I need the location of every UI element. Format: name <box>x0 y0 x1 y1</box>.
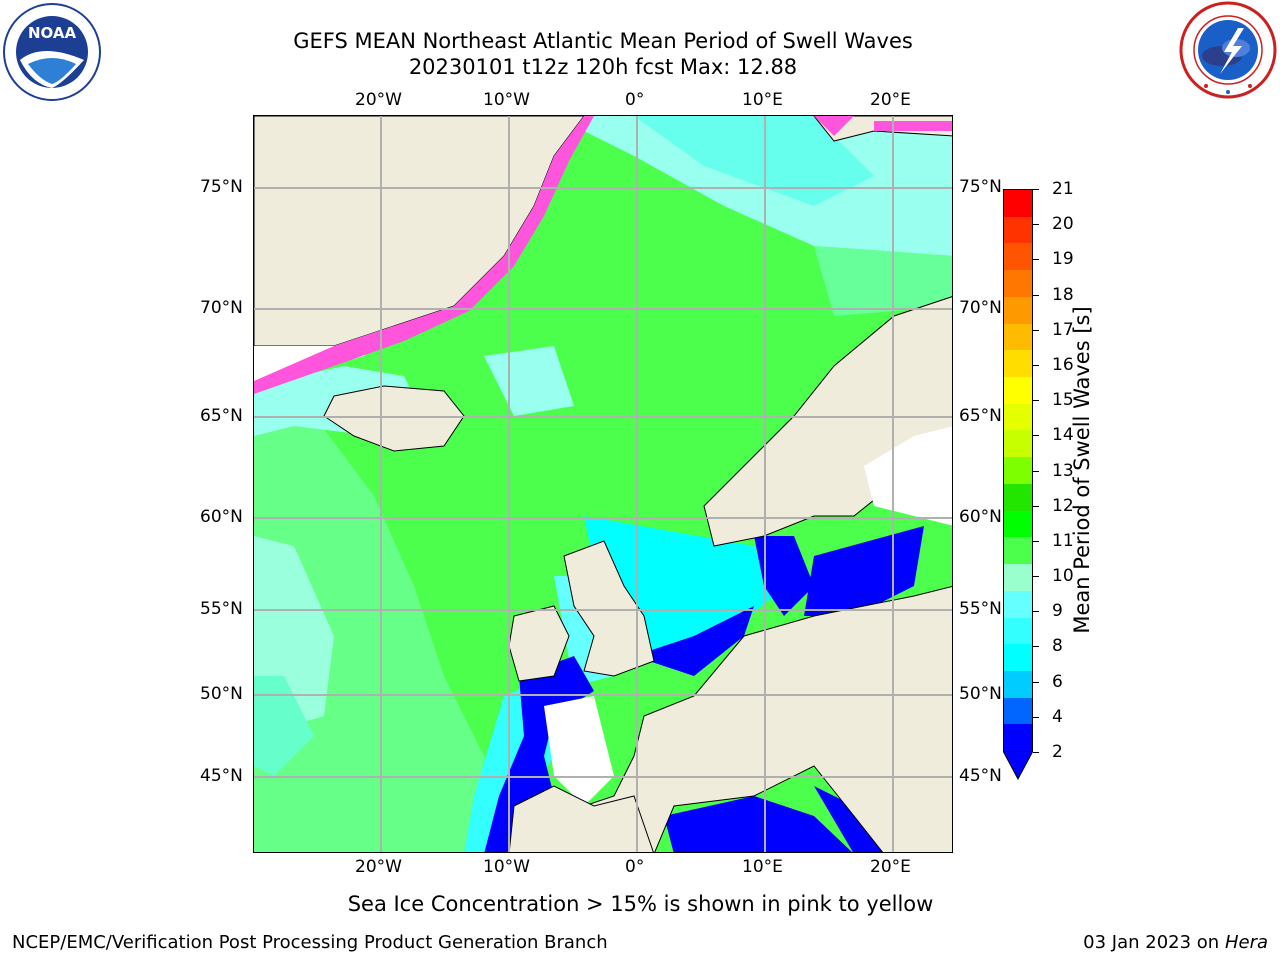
left-lat-label: 75°N <box>200 177 243 197</box>
colorbar-tick-label: 2 <box>1052 742 1063 762</box>
right-lat-label: 65°N <box>959 406 1002 426</box>
colorbar-tick-label: 20 <box>1052 214 1074 235</box>
colorbar-swatch <box>1004 270 1032 297</box>
colorbar-extend-arrow <box>1002 750 1034 781</box>
right-lat-label: 50°N <box>959 684 1002 704</box>
footer-date: 03 Jan 2023 on Hera <box>1083 932 1268 954</box>
colorbar-tick-label: 14 <box>1052 425 1074 446</box>
colorbar-tick-label: 10 <box>1052 566 1074 587</box>
colorbar <box>1003 189 1033 752</box>
colorbar-tick-mark <box>1033 470 1039 472</box>
bottom-lon-label: 20°W <box>355 857 402 877</box>
colorbar-tick-label: 19 <box>1052 249 1074 270</box>
colorbar-tick-label: 15 <box>1052 390 1074 411</box>
left-lat-label: 45°N <box>200 766 243 786</box>
right-lat-label: 75°N <box>959 177 1002 197</box>
colorbar-tick-label: 13 <box>1052 460 1074 481</box>
colorbar-swatch <box>1004 724 1032 752</box>
left-lat-label: 65°N <box>200 406 243 426</box>
colorbar-tick-mark <box>1033 364 1039 366</box>
left-lat-label: 50°N <box>200 684 243 704</box>
colorbar-tick-mark <box>1033 400 1039 402</box>
colorbar-swatch <box>1004 403 1032 431</box>
colorbar-swatch <box>1004 564 1032 591</box>
colorbar-tick-label: 12 <box>1052 495 1074 516</box>
bottom-lon-label: 20°E <box>870 857 911 877</box>
colorbar-tick-mark <box>1033 259 1039 261</box>
colorbar-tick-label: 16 <box>1052 354 1074 375</box>
colorbar-tick-label: 11 <box>1052 530 1074 551</box>
top-lon-label: 10°E <box>742 90 783 110</box>
colorbar-tick-mark <box>1033 505 1039 507</box>
left-lat-label: 55°N <box>200 599 243 619</box>
colorbar-swatch <box>1004 644 1032 671</box>
noaa-logo: NOAA <box>2 2 102 102</box>
colorbar-tick-label: 18 <box>1052 284 1074 305</box>
footer-credit: NCEP/EMC/Verification Post Processing Pr… <box>12 932 608 953</box>
nws-logo <box>1176 0 1280 100</box>
footer-date-text: 03 Jan 2023 on <box>1083 932 1225 953</box>
colorbar-tick-mark <box>1033 224 1039 226</box>
colorbar-ticks: 21 20 19 18 17 16 15 14 13 12 11 10 9 8 6 4 2 <box>1033 179 1088 780</box>
page-title: GEFS MEAN Northeast Atlantic Mean Period… <box>293 29 913 53</box>
colorbar-swatch <box>1004 377 1032 404</box>
top-lon-label: 0° <box>625 90 645 110</box>
colorbar-tick-label: 21 <box>1052 179 1074 199</box>
map-panel <box>253 115 953 853</box>
colorbar-swatch <box>1004 323 1032 351</box>
sea-ice-caption: Sea Ice Concentration > 15% is shown in … <box>347 892 934 916</box>
colorbar-swatch <box>1004 483 1032 511</box>
colorbar-swatch <box>1004 430 1032 458</box>
colorbar-tick-label: 6 <box>1052 671 1063 692</box>
right-lat-label: 55°N <box>959 599 1002 619</box>
right-lat-label: 45°N <box>959 766 1002 786</box>
svg-text:NOAA: NOAA <box>28 24 77 42</box>
page-subtitle: 20230101 t12z 120h fcst Max: 12.88 <box>408 55 798 79</box>
left-lat-label: 70°N <box>200 298 243 318</box>
colorbar-swatch <box>1004 537 1032 565</box>
colorbar-swatch <box>1004 190 1032 217</box>
colorbar-label: Mean Period of Swell Waves [s] <box>1070 306 1094 634</box>
colorbar-tick-label: 17 <box>1052 319 1074 340</box>
colorbar-tick-mark <box>1033 576 1039 578</box>
colorbar-swatch <box>1004 510 1032 538</box>
colorbar-tick-mark <box>1033 611 1039 613</box>
bottom-lon-label: 10°W <box>483 857 530 877</box>
colorbar-tick-label: 4 <box>1052 706 1063 727</box>
bottom-lon-label: 0° <box>625 857 645 877</box>
map-graphic <box>254 116 952 852</box>
colorbar-tick-mark <box>1033 752 1039 753</box>
right-lat-label: 60°N <box>959 507 1002 527</box>
colorbar-swatch <box>1004 697 1032 725</box>
colorbar-swatch <box>1004 350 1032 378</box>
colorbar-tick-mark <box>1033 716 1039 718</box>
colorbar-tick-mark <box>1033 435 1039 437</box>
colorbar-tick-label: 9 <box>1052 601 1063 622</box>
colorbar-tick-mark <box>1033 294 1039 296</box>
top-lon-label: 20°W <box>355 90 402 110</box>
top-lon-label: 20°E <box>870 90 911 110</box>
colorbar-swatch <box>1004 457 1032 484</box>
footer-host: Hera <box>1224 932 1268 953</box>
top-lon-label: 10°W <box>483 90 530 110</box>
colorbar-swatch <box>1004 670 1032 698</box>
colorbar-tick-mark <box>1033 646 1039 648</box>
colorbar-swatch <box>1004 590 1032 618</box>
colorbar-swatch <box>1004 296 1032 324</box>
colorbar-tick-label: 8 <box>1052 636 1063 657</box>
colorbar-swatch <box>1004 617 1032 645</box>
colorbar-swatch <box>1004 243 1032 271</box>
left-lat-label: 60°N <box>200 507 243 527</box>
colorbar-tick-mark <box>1033 189 1039 190</box>
colorbar-swatches <box>1004 190 1032 752</box>
colorbar-swatch <box>1004 216 1032 244</box>
colorbar-tick-mark <box>1033 329 1039 331</box>
colorbar-tick-mark <box>1033 540 1039 542</box>
right-lat-label: 70°N <box>959 298 1002 318</box>
bottom-lon-label: 10°E <box>742 857 783 877</box>
colorbar-tick-mark <box>1033 681 1039 683</box>
